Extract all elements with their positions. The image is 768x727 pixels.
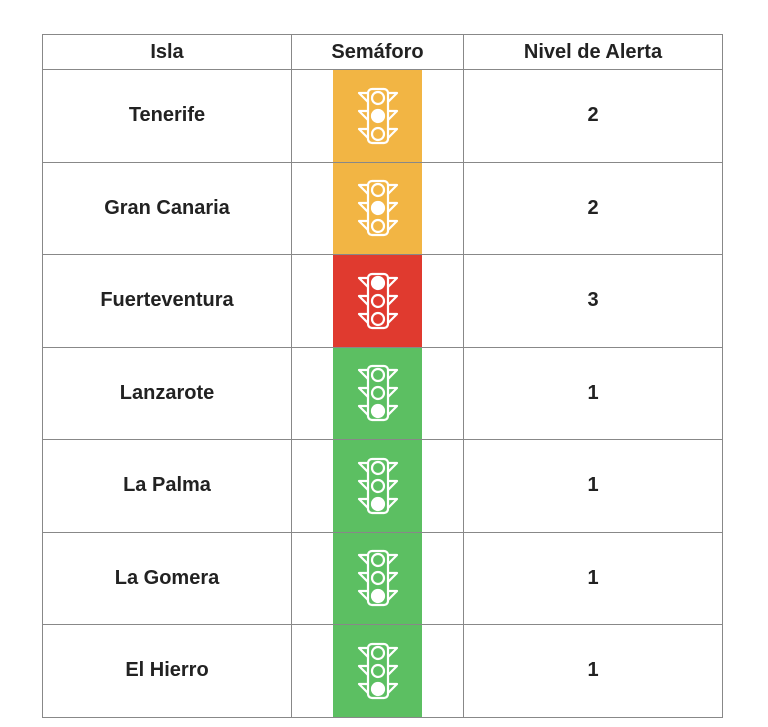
light-visor bbox=[357, 664, 398, 676]
traffic-light-icon bbox=[357, 642, 398, 699]
light-body bbox=[366, 550, 389, 607]
light-visor bbox=[357, 220, 398, 232]
light-body bbox=[366, 642, 389, 699]
row: La Gomera 1 bbox=[42, 531, 723, 625]
lit-lamp bbox=[370, 496, 385, 511]
traffic-light-icon bbox=[357, 550, 398, 607]
header-cell: Isla bbox=[42, 34, 292, 70]
lit-lamp bbox=[370, 108, 385, 123]
lit-lamp bbox=[370, 201, 385, 216]
island-name: La Palma bbox=[42, 439, 292, 533]
light-visor bbox=[357, 461, 398, 473]
light-visor bbox=[357, 405, 398, 417]
lamp bbox=[370, 553, 385, 568]
lamp bbox=[370, 90, 385, 105]
alert-level: 2 bbox=[463, 69, 723, 163]
traffic-light-swatch bbox=[333, 255, 422, 347]
lamp bbox=[370, 460, 385, 475]
island-name: Lanzarote bbox=[42, 346, 292, 440]
alert-level: 2 bbox=[463, 161, 723, 255]
traffic-light-cell bbox=[291, 624, 464, 718]
row: Fuerteventura 3 bbox=[42, 254, 723, 348]
island-name: El Hierro bbox=[42, 624, 292, 718]
alert-level: 3 bbox=[463, 254, 723, 348]
traffic-light-icon bbox=[357, 87, 398, 144]
traffic-light-cell bbox=[291, 531, 464, 625]
island-name: Fuerteventura bbox=[42, 254, 292, 348]
light-visor bbox=[357, 682, 398, 694]
island-name: Gran Canaria bbox=[42, 161, 292, 255]
light-visor bbox=[357, 572, 398, 584]
light-visor bbox=[357, 590, 398, 602]
traffic-light-icon bbox=[357, 180, 398, 237]
traffic-light-swatch bbox=[333, 70, 422, 162]
traffic-light-cell bbox=[291, 161, 464, 255]
light-visor bbox=[357, 294, 398, 306]
light-visor bbox=[357, 202, 398, 214]
traffic-light-icon bbox=[357, 457, 398, 514]
light-visor bbox=[357, 184, 398, 196]
header-cell: Semáforo bbox=[291, 34, 464, 70]
table-body: Tenerife 2 Gran Canaria 2 Fuerteventura 3 Lanz… bbox=[42, 69, 723, 718]
light-visor bbox=[357, 276, 398, 288]
header-cell: Nivel de Alerta bbox=[463, 34, 723, 70]
light-body bbox=[366, 457, 389, 514]
alert-table: Isla Semáforo Nivel de Alerta Tenerife 2 G… bbox=[42, 34, 723, 718]
alert-level: 1 bbox=[463, 531, 723, 625]
lamp bbox=[370, 645, 385, 660]
traffic-light-icon bbox=[357, 365, 398, 422]
lit-lamp bbox=[370, 275, 385, 290]
light-body bbox=[366, 365, 389, 422]
lamp bbox=[370, 663, 385, 678]
light-visor bbox=[357, 387, 398, 399]
alert-level: 1 bbox=[463, 439, 723, 533]
lamp bbox=[370, 311, 385, 326]
island-name: La Gomera bbox=[42, 531, 292, 625]
lamp bbox=[370, 386, 385, 401]
traffic-light-swatch bbox=[333, 162, 422, 254]
row: Lanzarote 1 bbox=[42, 346, 723, 440]
light-visor bbox=[357, 109, 398, 121]
header-row: Isla Semáforo Nivel de Alerta bbox=[42, 34, 723, 70]
lamp bbox=[370, 126, 385, 141]
lamp bbox=[370, 219, 385, 234]
light-visor bbox=[357, 369, 398, 381]
lamp bbox=[370, 183, 385, 198]
row: La Palma 1 bbox=[42, 439, 723, 533]
light-visor bbox=[357, 312, 398, 324]
traffic-light-swatch bbox=[333, 347, 422, 439]
lamp bbox=[370, 478, 385, 493]
light-body bbox=[366, 272, 389, 329]
light-visor bbox=[357, 127, 398, 139]
island-name: Tenerife bbox=[42, 69, 292, 163]
light-visor bbox=[357, 554, 398, 566]
traffic-light-swatch bbox=[333, 532, 422, 624]
lamp bbox=[370, 368, 385, 383]
lit-lamp bbox=[370, 404, 385, 419]
row: Tenerife 2 bbox=[42, 69, 723, 163]
light-visor bbox=[357, 646, 398, 658]
light-visor bbox=[357, 479, 398, 491]
alert-level: 1 bbox=[463, 624, 723, 718]
row: Gran Canaria 2 bbox=[42, 161, 723, 255]
lit-lamp bbox=[370, 681, 385, 696]
traffic-light-swatch bbox=[333, 625, 422, 717]
traffic-light-cell bbox=[291, 254, 464, 348]
alert-level: 1 bbox=[463, 346, 723, 440]
light-visor bbox=[357, 497, 398, 509]
traffic-light-cell bbox=[291, 439, 464, 533]
lamp bbox=[370, 293, 385, 308]
traffic-light-cell bbox=[291, 69, 464, 163]
lamp bbox=[370, 571, 385, 586]
traffic-light-icon bbox=[357, 272, 398, 329]
traffic-light-cell bbox=[291, 346, 464, 440]
light-visor bbox=[357, 91, 398, 103]
traffic-light-swatch bbox=[333, 440, 422, 532]
light-body bbox=[366, 180, 389, 237]
row: El Hierro 1 bbox=[42, 624, 723, 718]
lit-lamp bbox=[370, 589, 385, 604]
light-body bbox=[366, 87, 389, 144]
